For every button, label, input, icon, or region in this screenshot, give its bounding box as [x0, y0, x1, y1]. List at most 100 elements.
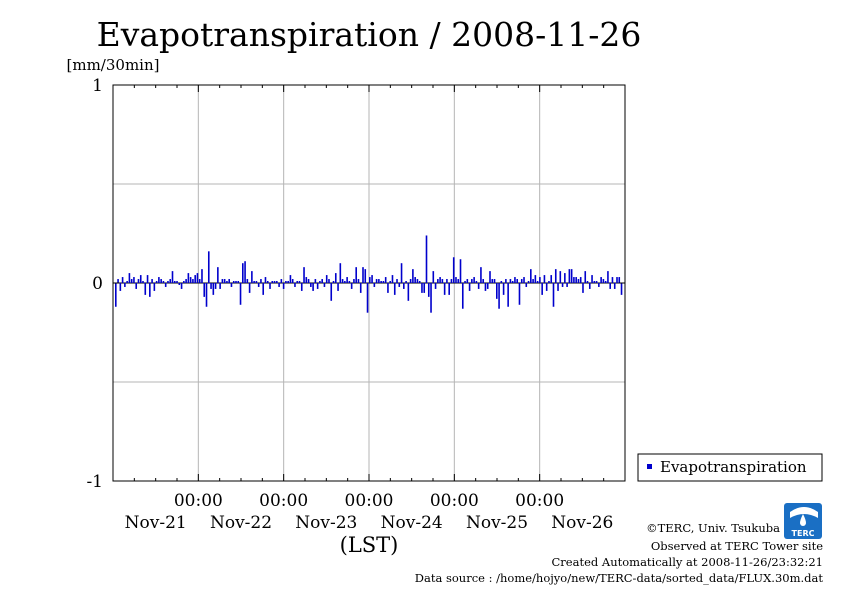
- bar: [500, 281, 503, 283]
- bar: [552, 283, 555, 307]
- bar: [543, 275, 546, 283]
- bar: [115, 283, 117, 307]
- y-tick-label: -1: [86, 472, 103, 492]
- bar: [600, 277, 602, 283]
- bar: [332, 281, 335, 283]
- evapotranspiration-bars: [115, 235, 623, 313]
- bar: [393, 283, 396, 295]
- bar: [278, 283, 280, 287]
- bar: [505, 279, 507, 283]
- chart-title: Evapotranspiration / 2008-11-26: [97, 15, 642, 54]
- bar: [432, 271, 435, 283]
- bar: [364, 269, 367, 283]
- bar: [602, 279, 605, 283]
- bar: [400, 263, 403, 283]
- bar: [280, 279, 283, 283]
- bar: [137, 279, 140, 283]
- bar: [491, 279, 494, 283]
- bar: [244, 261, 246, 283]
- bar: [248, 283, 251, 293]
- bar: [246, 279, 249, 283]
- bar: [128, 273, 131, 283]
- bar: [133, 277, 135, 283]
- bar: [371, 275, 373, 283]
- bar: [194, 275, 196, 283]
- bar: [151, 279, 153, 283]
- bar: [201, 269, 203, 283]
- bar: [158, 277, 160, 283]
- bar: [117, 279, 119, 283]
- bar: [595, 281, 598, 283]
- bar: [407, 283, 410, 301]
- bar: [130, 279, 133, 283]
- bar: [389, 281, 392, 283]
- bar: [570, 269, 573, 283]
- bar: [330, 283, 333, 301]
- bar: [289, 275, 292, 283]
- bar: [189, 277, 192, 283]
- logo-drop-icon: [800, 514, 806, 526]
- bar: [611, 277, 614, 283]
- bar: [489, 271, 491, 283]
- bar: [180, 283, 183, 289]
- bar: [598, 283, 600, 287]
- bar: [183, 281, 185, 283]
- bar: [464, 281, 466, 283]
- bar: [205, 283, 208, 307]
- bar: [579, 277, 582, 283]
- bar: [221, 279, 224, 283]
- bar: [269, 283, 271, 289]
- bar: [273, 281, 276, 283]
- bar: [242, 263, 244, 283]
- bar: [439, 277, 441, 283]
- bar: [398, 283, 401, 287]
- logo-text: TERC: [792, 529, 815, 538]
- bar: [527, 281, 530, 283]
- bar: [414, 277, 416, 283]
- bar: [437, 279, 439, 283]
- bar: [319, 281, 321, 283]
- bar: [387, 283, 389, 293]
- bar: [502, 283, 505, 295]
- bar: [441, 279, 444, 283]
- bar: [523, 277, 525, 283]
- bar: [251, 271, 253, 283]
- bar: [350, 283, 353, 289]
- bar: [593, 281, 596, 283]
- bar: [466, 279, 469, 283]
- bar: [167, 281, 169, 283]
- credit-observed: Observed at TERC Tower site: [651, 539, 823, 553]
- bar: [516, 279, 519, 283]
- x-tick-date-label: Nov-22: [210, 513, 272, 533]
- bar: [149, 283, 151, 297]
- bar: [185, 279, 187, 283]
- x-tick-date-label: Nov-25: [466, 513, 528, 533]
- bar: [532, 279, 534, 283]
- bar: [443, 283, 446, 295]
- bar: [514, 277, 516, 283]
- bar: [228, 279, 230, 283]
- bar: [212, 283, 215, 295]
- bar: [418, 281, 421, 283]
- x-tick-time-label: 00:00: [259, 491, 308, 511]
- bar: [232, 281, 235, 283]
- bar: [264, 277, 267, 283]
- y-axis-ticks: -1 0 1: [86, 76, 625, 492]
- bar: [369, 277, 371, 283]
- credit-source: Data source : /home/hojyo/new/TERC-data/…: [415, 571, 824, 585]
- bar: [586, 281, 589, 283]
- bar: [434, 283, 437, 289]
- bar: [316, 283, 319, 289]
- y-axis-unit-label: [mm/30min]: [67, 56, 160, 74]
- bar: [550, 275, 553, 283]
- bar: [618, 277, 621, 283]
- bar: [604, 281, 607, 283]
- x-tick-date-label: Nov-24: [381, 513, 443, 533]
- bar: [285, 281, 287, 283]
- x-tick-date-label: Nov-23: [295, 513, 357, 533]
- bar: [366, 283, 369, 313]
- x-tick-time-label: 00:00: [515, 491, 564, 511]
- bar: [323, 283, 326, 287]
- bar: [346, 277, 348, 283]
